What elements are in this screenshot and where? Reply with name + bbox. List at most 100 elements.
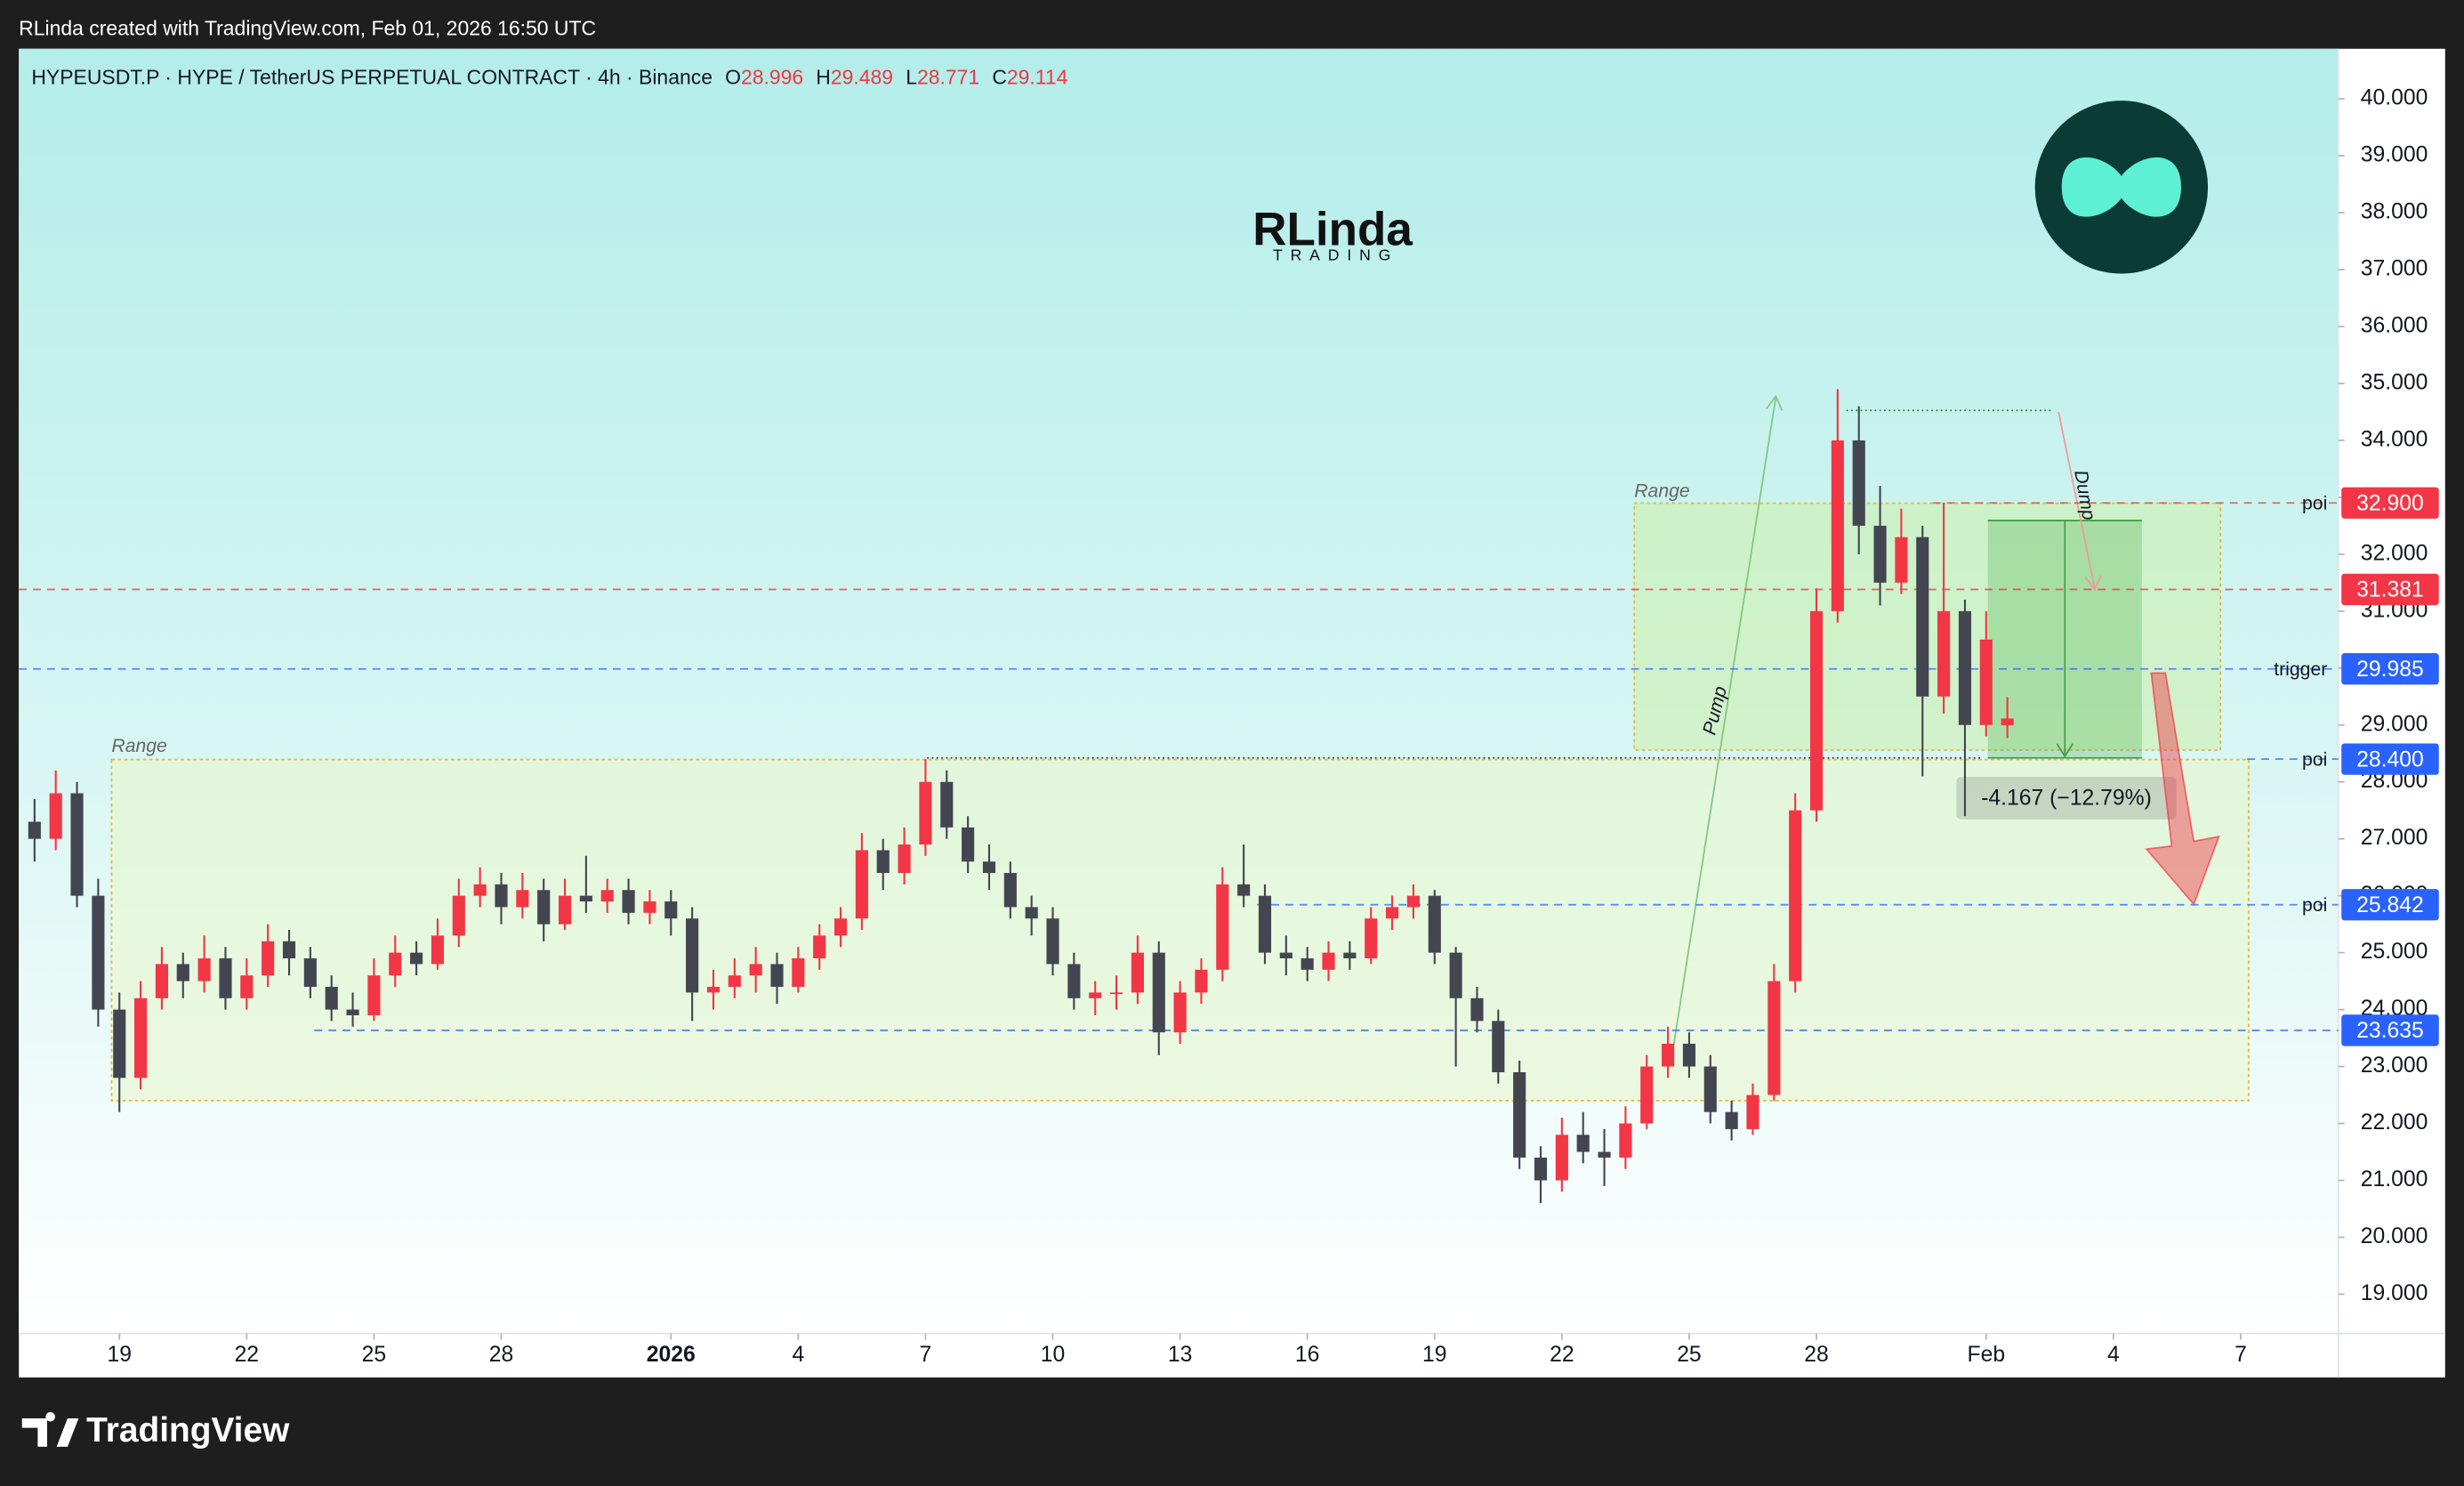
candle-body <box>1937 610 1951 697</box>
x-tick-label: 7 <box>920 1343 932 1367</box>
candle-body <box>1979 639 1993 725</box>
watermark-tagline: TRADING <box>1273 246 1398 264</box>
candle-body <box>982 861 996 874</box>
level-name: trigger <box>2274 659 2327 680</box>
tradingview-logo <box>21 1411 79 1447</box>
x-tick-label: Feb <box>1968 1343 2006 1367</box>
footer-brand: TradingView <box>86 1411 290 1450</box>
level-tag-label: 25.842 <box>2356 893 2424 917</box>
pump-arrow <box>1672 397 1777 1046</box>
level-tag-box <box>2341 743 2439 775</box>
candle-body <box>813 935 826 959</box>
legend-value: 28.771 <box>917 65 979 88</box>
candle-body <box>1895 537 1908 583</box>
candle-body <box>70 793 84 896</box>
candle-body <box>622 890 635 913</box>
candle-body <box>1662 1043 1675 1067</box>
y-tick-label: 36.000 <box>2361 313 2428 337</box>
candle-body <box>1534 1157 1548 1181</box>
y-tick-label: 27.000 <box>2361 826 2428 850</box>
level-name: poi <box>2302 895 2327 916</box>
candle-body <box>1386 907 1399 919</box>
candle-body <box>962 827 975 862</box>
y-tick-label: 21.000 <box>2361 1167 2428 1191</box>
candle-body <box>664 901 678 919</box>
level-tag-label: 29.985 <box>2356 658 2424 682</box>
candle-body <box>1576 1135 1590 1152</box>
pump-arrow-head <box>1765 394 1784 411</box>
candle-body <box>1449 952 1462 998</box>
x-tick-label: 19 <box>107 1343 131 1367</box>
level-tag-box <box>2341 1014 2439 1046</box>
y-tick-label: 20.000 <box>2361 1224 2428 1248</box>
candle-body <box>2001 718 2014 726</box>
candle-body <box>410 952 423 965</box>
candle-body <box>1173 992 1187 1033</box>
candle-body <box>1003 873 1017 908</box>
x-tick-label: 28 <box>489 1343 513 1367</box>
x-tick-label: 10 <box>1041 1343 1065 1367</box>
candle-body <box>1089 992 1102 998</box>
x-tick-label: 7 <box>2235 1343 2247 1367</box>
level-tag-label: 32.900 <box>2356 492 2424 516</box>
chart: 19.00020.00021.00022.00023.00024.00025.0… <box>19 65 2439 1367</box>
candle-body <box>1237 884 1251 896</box>
candle-body <box>1619 1123 1632 1158</box>
candle-body <box>833 918 848 936</box>
level-tag-box <box>2341 653 2439 685</box>
candle-body <box>1958 610 1972 725</box>
candle-body <box>1725 1111 1738 1129</box>
candle-body <box>1767 981 1781 1095</box>
y-tick-label: 37.000 <box>2361 257 2428 281</box>
candle-body <box>219 958 232 998</box>
candle-body <box>1258 895 1272 953</box>
x-tick-label: 16 <box>1295 1343 1319 1367</box>
legend-value: 28.996 <box>741 65 803 88</box>
legend-key: C <box>992 65 1007 88</box>
candle-body <box>1152 952 1165 1033</box>
level-tag-label: 28.400 <box>2356 747 2424 771</box>
candle-body <box>1916 537 1929 697</box>
watermark-name: RLinda <box>1252 204 1413 256</box>
x-tick-label: 22 <box>1550 1343 1574 1367</box>
candle-body <box>389 952 402 976</box>
candle-body <box>1046 918 1059 965</box>
level-tag-box <box>2341 889 2439 921</box>
candle-body <box>898 844 911 874</box>
y-tick-label: 25.000 <box>2361 940 2428 964</box>
candle-body <box>367 975 381 1015</box>
level-tag-box <box>2341 573 2439 606</box>
legend-key: H <box>816 65 831 88</box>
y-tick-label: 22.000 <box>2361 1110 2428 1135</box>
y-tick-label: 19.000 <box>2361 1281 2428 1305</box>
candle-body <box>1300 958 1314 970</box>
range-box <box>110 758 2250 1102</box>
candle-body <box>643 901 656 913</box>
candle-body <box>706 987 721 993</box>
y-tick-label: 40.000 <box>2361 86 2428 110</box>
candle-body <box>1789 810 1802 981</box>
level-name: poi <box>2302 749 2327 770</box>
candle-body <box>1131 952 1144 993</box>
y-tick-label: 39.000 <box>2361 143 2428 167</box>
candle-body <box>1873 525 1887 583</box>
candle-body <box>792 958 805 988</box>
candle-body <box>197 958 211 981</box>
candle-body <box>1025 907 1038 919</box>
candle-body <box>282 941 296 959</box>
candle-body <box>1406 895 1420 908</box>
candle-body <box>1109 992 1123 995</box>
candle-body <box>262 941 275 976</box>
x-tick-label: 4 <box>792 1343 804 1367</box>
candle-body <box>49 793 62 839</box>
level-tag-label: 31.381 <box>2356 578 2424 602</box>
candle-body <box>240 975 254 998</box>
x-tick-label: 25 <box>362 1343 386 1367</box>
candle-body <box>134 997 148 1078</box>
x-tick-label: 22 <box>235 1343 259 1367</box>
token-logo-mark <box>2061 157 2182 217</box>
x-tick-label: 2026 <box>647 1343 696 1367</box>
candle-body <box>728 975 741 988</box>
dump-arrow <box>2057 411 2096 589</box>
